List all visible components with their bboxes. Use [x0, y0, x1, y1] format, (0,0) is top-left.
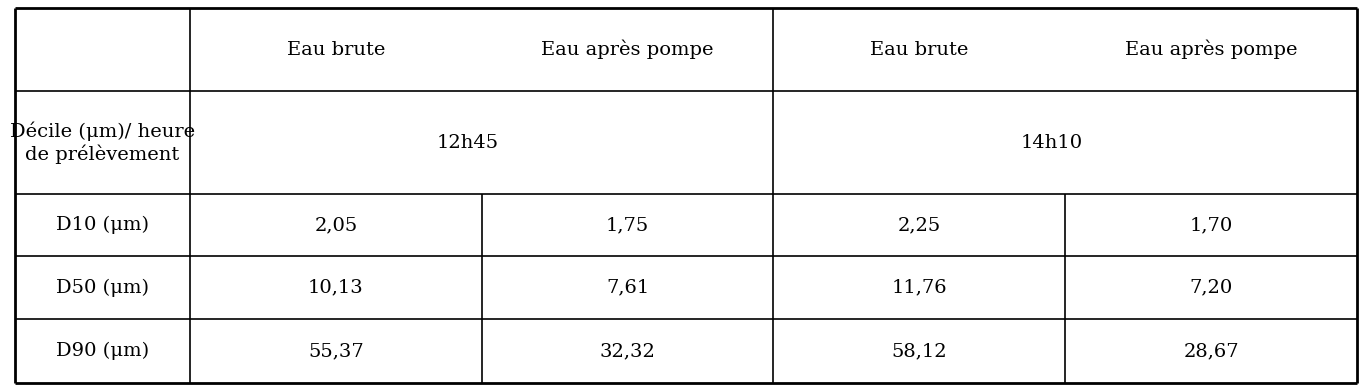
Text: 10,13: 10,13 — [307, 278, 364, 296]
Text: Eau brute: Eau brute — [870, 41, 969, 59]
Text: 32,32: 32,32 — [600, 342, 656, 360]
Text: 7,61: 7,61 — [606, 278, 649, 296]
Text: Décile (μm)/ heure
de prélèvement: Décile (μm)/ heure de prélèvement — [10, 122, 195, 164]
Text: D10 (μm): D10 (μm) — [56, 216, 150, 234]
Text: D90 (μm): D90 (μm) — [56, 342, 150, 360]
Text: 2,25: 2,25 — [897, 216, 941, 234]
Text: 12h45: 12h45 — [436, 134, 499, 152]
Text: 58,12: 58,12 — [892, 342, 947, 360]
Text: 1,75: 1,75 — [606, 216, 649, 234]
Text: Eau après pompe: Eau après pompe — [542, 40, 713, 59]
Text: 7,20: 7,20 — [1190, 278, 1233, 296]
Text: 11,76: 11,76 — [892, 278, 947, 296]
Text: 2,05: 2,05 — [314, 216, 358, 234]
Text: 28,67: 28,67 — [1183, 342, 1239, 360]
Text: 55,37: 55,37 — [307, 342, 364, 360]
Text: 1,70: 1,70 — [1190, 216, 1233, 234]
Text: 14h10: 14h10 — [1021, 134, 1083, 152]
Text: D50 (μm): D50 (μm) — [56, 278, 150, 297]
Text: Eau brute: Eau brute — [287, 41, 386, 59]
Text: Eau après pompe: Eau après pompe — [1125, 40, 1298, 59]
